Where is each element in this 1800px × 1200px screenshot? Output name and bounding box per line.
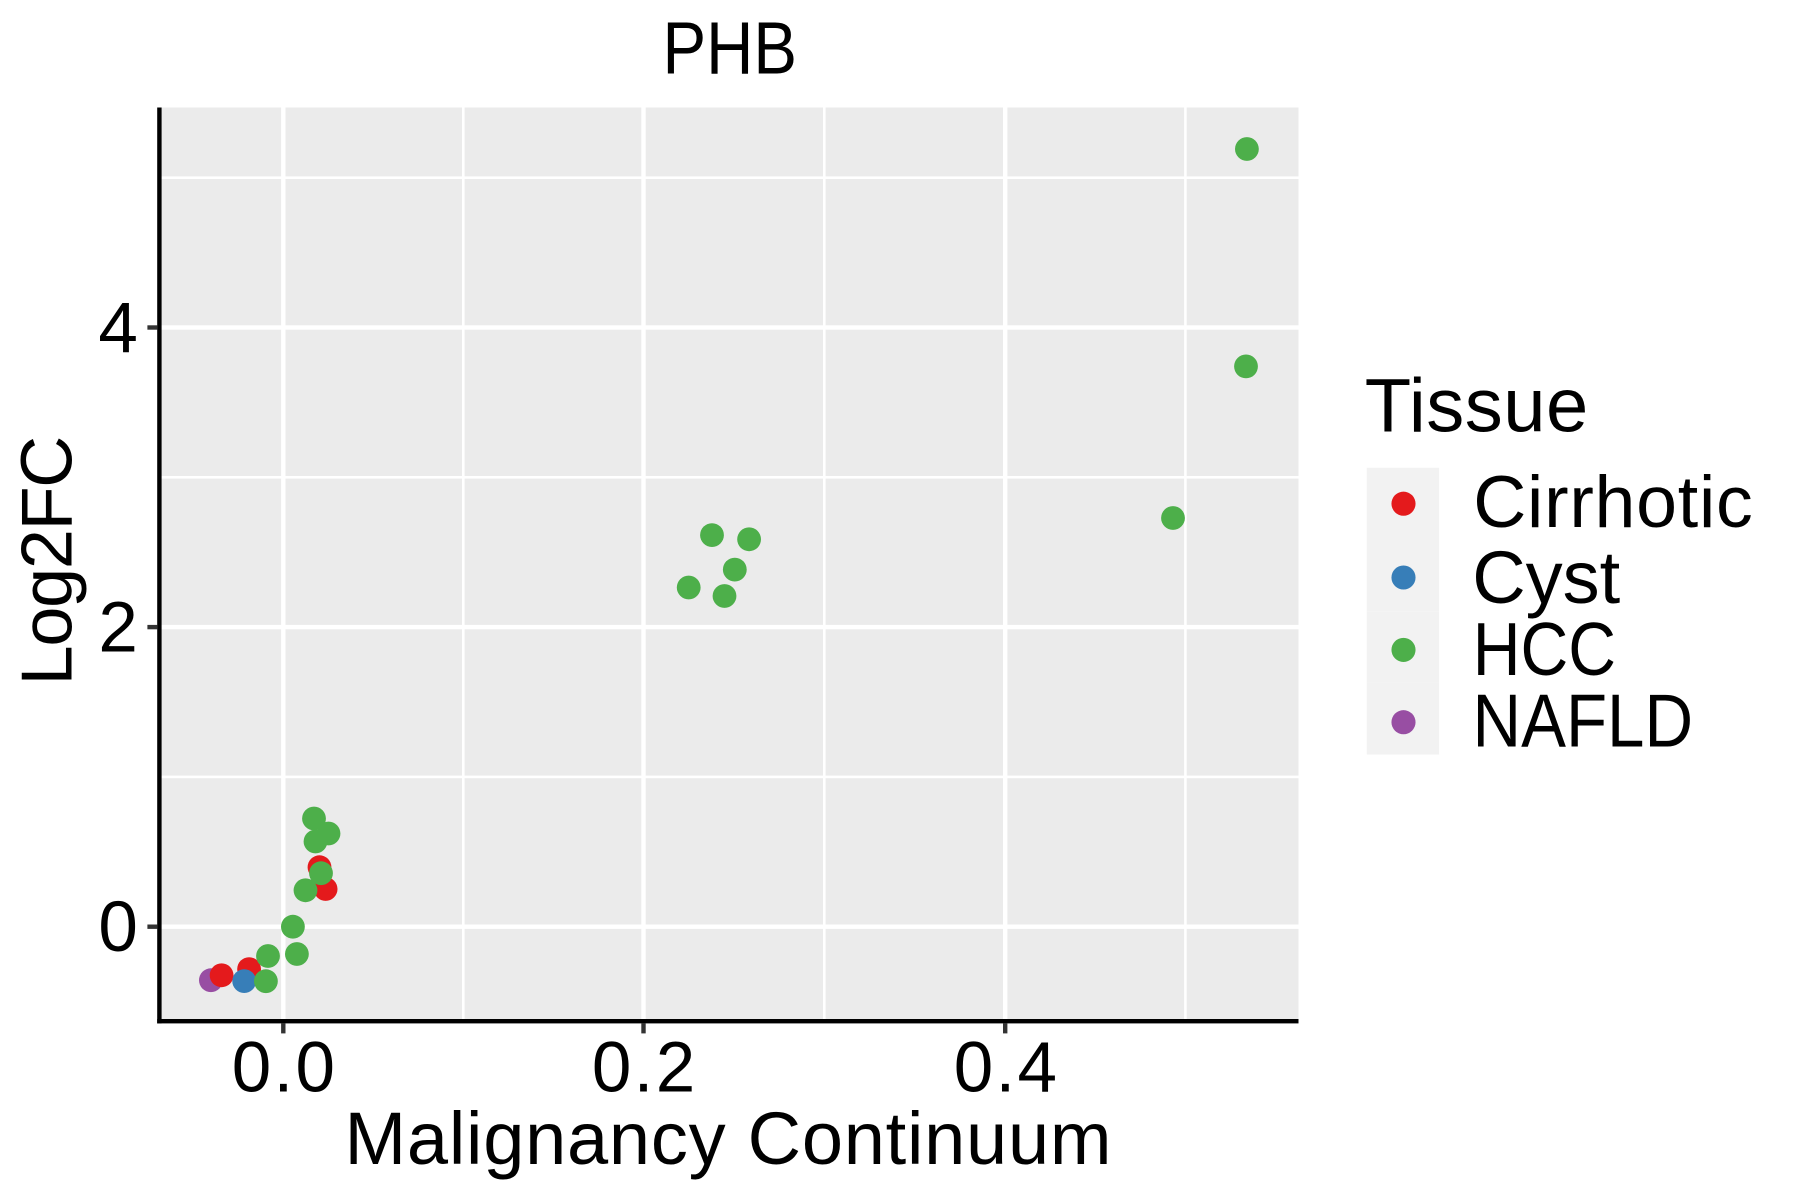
svg-text:Cyst: Cyst [1472,536,1620,619]
svg-text:Malignancy Continuum: Malignancy Continuum [345,1097,1113,1180]
svg-text:4: 4 [98,289,138,368]
svg-text:0.2: 0.2 [592,1028,698,1107]
svg-text:0.4: 0.4 [954,1028,1060,1107]
svg-text:HCC: HCC [1473,608,1616,692]
svg-text:Cirrhotic: Cirrhotic [1473,460,1753,543]
svg-text:PHB: PHB [662,7,796,90]
svg-text:NAFLD: NAFLD [1473,680,1694,763]
svg-text:0.0: 0.0 [232,1028,338,1107]
svg-text:Tissue: Tissue [1365,363,1589,448]
svg-text:0: 0 [98,888,138,967]
svg-text:Log2FC: Log2FC [8,437,88,685]
svg-text:2: 2 [98,589,138,668]
